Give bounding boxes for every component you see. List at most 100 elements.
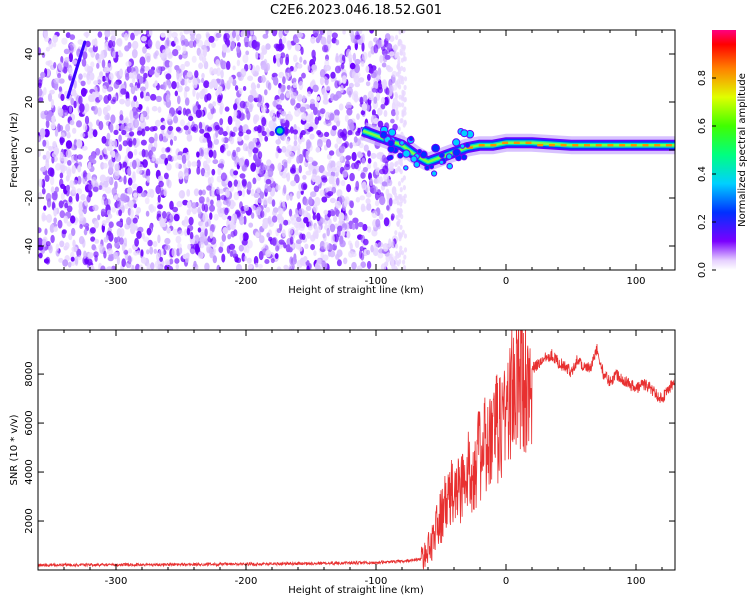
noise-blob [253, 192, 260, 198]
noise-blob [283, 264, 289, 270]
snr-x-tick-label: 100 [626, 576, 645, 587]
band-blob [183, 125, 189, 131]
noise-blob [382, 243, 389, 252]
noise-blob [260, 104, 267, 114]
noise-blob [216, 264, 221, 270]
noise-blob [102, 85, 107, 94]
noise-blob-edge [394, 243, 399, 249]
noise-blob [374, 191, 380, 201]
transition-blob [397, 152, 404, 159]
noise-blob-edge [399, 245, 403, 251]
transition-blob [452, 138, 461, 147]
noise-blob [188, 40, 195, 48]
noise-blob [317, 225, 322, 233]
noise-blob [173, 115, 179, 124]
noise-blob [175, 162, 180, 169]
noise-blob [225, 188, 230, 198]
noise-blob [103, 250, 107, 259]
noise-blob [224, 106, 230, 112]
noise-blob [296, 32, 304, 38]
band-blob [324, 131, 330, 137]
noise-blob [103, 95, 110, 104]
noise-blob [288, 208, 293, 217]
noise-blob [365, 65, 370, 73]
noise-blob [132, 111, 139, 120]
noise-blob [210, 199, 214, 206]
band-blob [261, 130, 267, 137]
noise-blob [302, 95, 306, 103]
noise-blob [186, 200, 192, 209]
noise-blob [111, 30, 116, 38]
noise-blob [221, 233, 226, 242]
noise-blob [93, 105, 98, 115]
noise-blob [264, 89, 268, 96]
noise-blob [381, 181, 388, 187]
noise-blob [220, 194, 227, 201]
noise-blob [155, 158, 161, 165]
noise-blob [338, 212, 345, 222]
noise-blob [345, 159, 350, 168]
noise-blob [162, 211, 167, 219]
noise-blob [219, 105, 223, 115]
noise-blob [84, 200, 88, 206]
band-blob [292, 129, 298, 135]
noise-blob [171, 247, 177, 258]
noise-blob [93, 38, 98, 48]
noise-blob [63, 215, 69, 224]
noise-blob [150, 93, 157, 101]
noise-blob [193, 40, 197, 48]
noise-blob [71, 227, 76, 237]
spectrogram-x-tick-label: -300 [105, 276, 128, 287]
noise-blob [104, 67, 110, 74]
noise-blob [218, 78, 224, 86]
noise-blob [236, 146, 241, 153]
noise-blob [188, 216, 194, 226]
noise-blob [223, 33, 228, 43]
noise-blob [177, 95, 181, 105]
noise-blob [144, 66, 150, 72]
noise-blob [282, 76, 286, 85]
noise-blob [354, 63, 360, 74]
noise-blob [321, 261, 328, 270]
noise-blob [382, 165, 389, 175]
noise-blob [169, 258, 174, 265]
noise-blob [181, 40, 185, 46]
noise-blob [132, 159, 137, 170]
noise-blob [173, 135, 177, 142]
noise-blob [380, 96, 386, 105]
noise-blob [295, 239, 302, 245]
noise-blob [70, 215, 76, 224]
noise-blob [266, 232, 271, 238]
noise-blob [69, 119, 75, 126]
noise-blob [238, 157, 245, 167]
colorbar-gradient [712, 30, 736, 270]
noise-blob [177, 110, 182, 115]
noise-blob [294, 174, 300, 184]
noise-blob [164, 157, 169, 166]
transition-blob [410, 155, 418, 163]
noise-blob [335, 177, 340, 186]
noise-blob [203, 47, 208, 54]
noise-blob [294, 44, 301, 52]
noise-blob [172, 206, 179, 213]
noise-blob [132, 40, 139, 50]
noise-blob [198, 62, 204, 70]
noise-blob [361, 42, 365, 52]
noise-blob [73, 154, 79, 161]
noise-blob [332, 94, 339, 101]
noise-blob [360, 110, 366, 116]
noise-blob [80, 80, 86, 87]
noise-blob [230, 230, 236, 238]
noise-blob [383, 217, 390, 227]
noise-blob-edge [398, 249, 402, 255]
noise-blob [236, 263, 242, 270]
noise-blob [45, 241, 51, 247]
noise-blob [83, 170, 87, 178]
noise-blob [95, 148, 101, 156]
noise-blob [253, 255, 259, 266]
noise-blob [374, 200, 380, 207]
noise-blob [104, 114, 110, 121]
noise-blob [136, 250, 141, 256]
noise-blob [192, 88, 196, 97]
noise-blob [310, 98, 315, 105]
